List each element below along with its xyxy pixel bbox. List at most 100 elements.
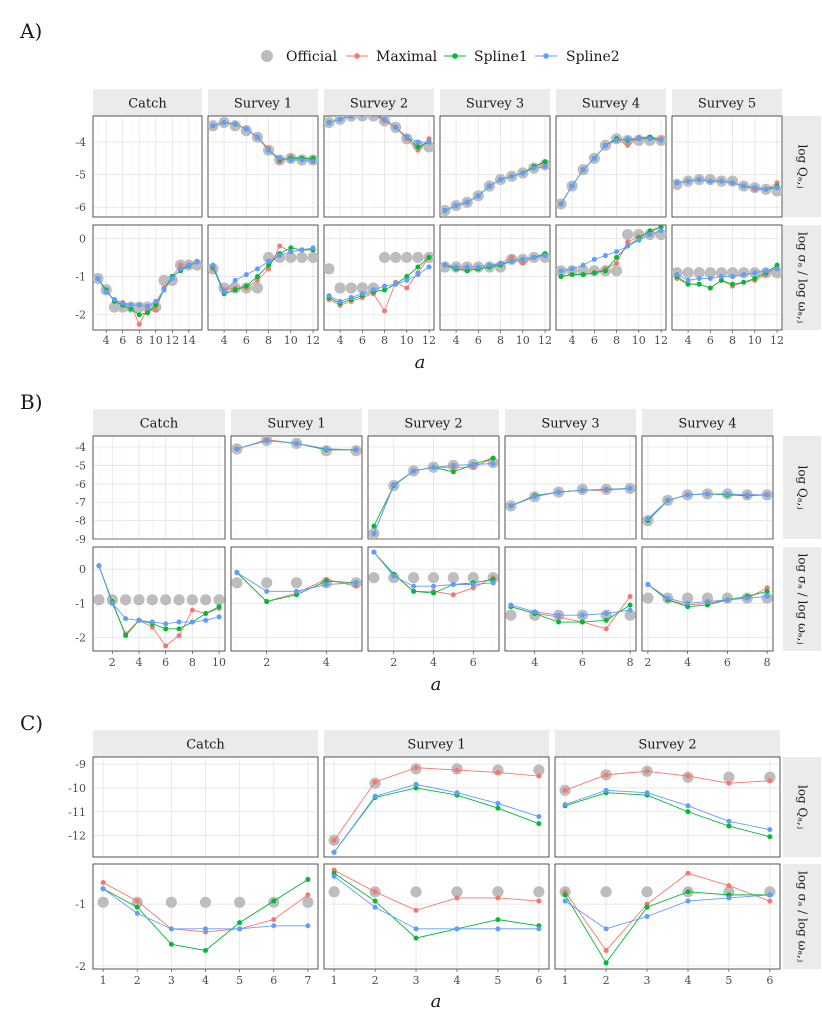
spline2-point — [237, 926, 243, 932]
maximal-line — [444, 255, 546, 270]
spline1-point — [413, 935, 419, 941]
facet-label: Survey 4 — [582, 97, 640, 112]
spline2-point — [254, 134, 260, 140]
official-point — [726, 267, 739, 279]
x-tick-label: 6 — [162, 656, 169, 669]
maximal-point — [726, 883, 732, 889]
spline2-point — [486, 262, 492, 268]
maximal-line — [333, 767, 539, 841]
panel-border — [641, 546, 774, 652]
spline1-line — [510, 604, 631, 623]
maximal-point — [603, 772, 609, 778]
spline1-point — [203, 947, 208, 953]
spline1-point — [464, 268, 470, 274]
spline2-point — [724, 597, 730, 603]
spline2-point — [508, 602, 514, 608]
panel-area — [554, 863, 781, 970]
spline2-point — [168, 926, 174, 932]
legend: Official Maximal Spline1 Spline2 — [261, 49, 620, 65]
spline2-point — [109, 600, 115, 606]
facet-label: Survey 2 — [404, 417, 462, 432]
x-axis-title: a — [431, 991, 442, 1012]
spline2-point — [531, 254, 537, 260]
official-point — [290, 577, 303, 589]
series-group — [556, 133, 666, 210]
spline2-point — [404, 134, 410, 140]
official-point — [160, 594, 172, 606]
spline2-point — [243, 272, 249, 278]
x-tick-label: 6 — [591, 334, 598, 347]
official-point — [723, 771, 735, 783]
spline2-point — [774, 185, 780, 191]
maximal-point — [495, 895, 501, 901]
row-label-Q: log Qₐ,ⱼ — [796, 465, 810, 509]
x-tick-label: 12 — [165, 334, 179, 347]
maximal-point — [536, 773, 542, 779]
x-tick-label: 8 — [381, 334, 388, 347]
official-point — [328, 886, 340, 898]
panel-area — [504, 435, 637, 540]
panel-area — [323, 115, 435, 218]
x-tick-label: 6 — [535, 974, 542, 987]
official-point — [378, 251, 391, 264]
panel-catch: Catch 4 6 8 10 12 14 — [92, 89, 203, 347]
spline2-point — [495, 800, 501, 806]
series-group — [672, 262, 782, 291]
spline1-point — [123, 633, 129, 639]
official-point — [610, 265, 623, 277]
series-group — [672, 173, 782, 197]
facet-label: Catch — [186, 738, 225, 753]
spline1-point — [415, 264, 421, 270]
spline2-point — [264, 588, 270, 594]
series-group — [642, 488, 773, 527]
spline1-point — [490, 455, 496, 461]
facet-label: Survey 5 — [698, 97, 756, 112]
spline2-point — [371, 530, 377, 536]
x-tick-label: 3 — [644, 974, 651, 987]
spline2-point — [730, 180, 736, 186]
x-tick-label: 1 — [100, 974, 107, 987]
panel-area — [207, 224, 319, 331]
panel-survey-1: Survey 1 1 2 3 4 5 6 — [323, 730, 550, 987]
spline2-point — [372, 793, 378, 799]
spline2-point — [271, 923, 277, 929]
maximal-point — [627, 593, 633, 599]
spline2-point — [569, 183, 575, 189]
x-tick-label: 4 — [103, 334, 110, 347]
spline2-point — [741, 272, 747, 278]
spline1-point — [580, 272, 586, 278]
spline2-point — [636, 237, 642, 243]
spline2-point — [490, 580, 496, 586]
spline2-point — [705, 599, 710, 605]
official-point — [165, 896, 177, 908]
spline2-point — [520, 170, 526, 176]
spline2-point — [454, 790, 460, 796]
y-tick-label: 0 — [79, 232, 86, 245]
spline2-point — [486, 183, 492, 189]
x-tick-label: 10 — [748, 334, 762, 347]
spline2-point — [685, 178, 691, 184]
facet-label: Survey 3 — [541, 417, 599, 432]
spline2-point — [331, 873, 337, 879]
official-point — [345, 116, 357, 122]
legend-maximal-marker — [354, 53, 360, 59]
official-point — [693, 267, 705, 279]
legend-spline1-label: Spline1 — [474, 49, 528, 65]
spline1-point — [764, 588, 770, 594]
spline2-point — [391, 482, 397, 488]
maximal-point — [277, 243, 283, 249]
spline2-line — [333, 783, 540, 853]
spline2-point — [310, 245, 316, 251]
maximal-point — [625, 142, 631, 148]
official-point — [408, 572, 420, 584]
spline2-line — [98, 565, 220, 625]
spline2-point — [774, 266, 780, 272]
spline2-point — [602, 253, 608, 259]
facet-label: Survey 2 — [350, 97, 408, 112]
maximal-point — [100, 880, 106, 886]
panel-border — [555, 115, 667, 218]
facet-label: Survey 2 — [638, 738, 696, 753]
maximal-point — [153, 307, 159, 313]
spline2-point — [210, 123, 216, 129]
spline2-point — [393, 124, 399, 130]
